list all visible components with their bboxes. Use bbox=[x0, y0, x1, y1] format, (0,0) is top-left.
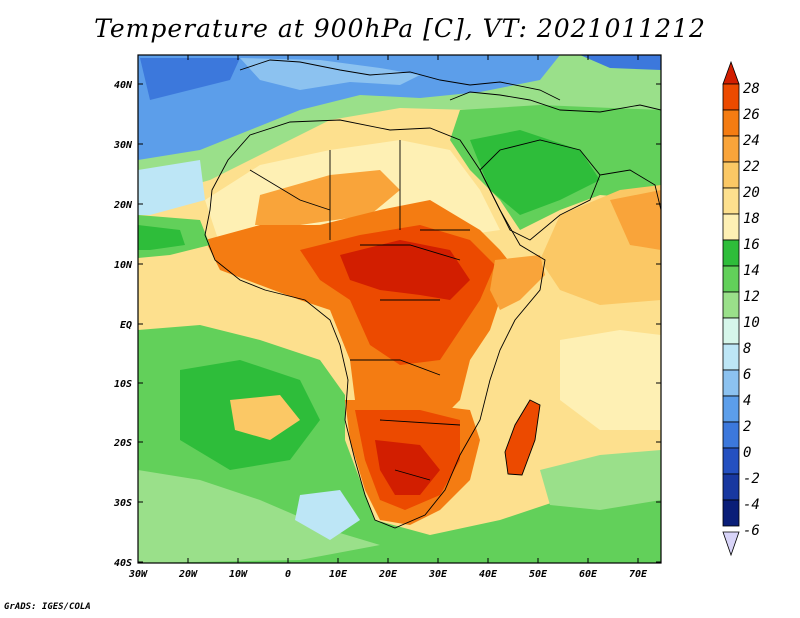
colorbar-label: 28 bbox=[743, 81, 760, 97]
colorbar-swatch bbox=[722, 135, 740, 163]
colorbar-swatch bbox=[722, 369, 740, 397]
colorbar-labels: 28 26 24 22 20 18 16 14 12 10 8 6 4 2 0 … bbox=[743, 81, 760, 539]
tick-marks bbox=[137, 55, 661, 563]
y-tick-label: 10N bbox=[114, 260, 133, 271]
y-tick-label: 30N bbox=[113, 140, 133, 151]
colorbar-swatch bbox=[722, 83, 740, 111]
x-tick-label: 40E bbox=[479, 569, 498, 580]
colorbar-swatch bbox=[722, 213, 740, 241]
x-tick-label: 50E bbox=[529, 569, 548, 580]
x-tick-label: 10E bbox=[329, 569, 348, 580]
y-tick-label: 20S bbox=[113, 438, 132, 449]
colorbar-swatch bbox=[722, 291, 740, 319]
colorbar-swatch bbox=[722, 499, 740, 527]
colorbar-label: 4 bbox=[743, 393, 751, 409]
colorbar-swatch bbox=[722, 161, 740, 189]
colorbar-label: 18 bbox=[743, 211, 760, 227]
colorbar-label: 8 bbox=[743, 341, 751, 357]
colorbar-swatch bbox=[722, 317, 740, 345]
colorbar-label: 14 bbox=[743, 263, 760, 279]
colorbar-label: -2 bbox=[743, 471, 760, 487]
x-tick-label: 30E bbox=[428, 569, 448, 580]
colorbar-swatch bbox=[722, 109, 740, 137]
y-axis-labels: 40N 30N 20N 10N EQ 10S 20S 30S 40S bbox=[113, 80, 133, 569]
colorbar-label: 0 bbox=[743, 445, 751, 461]
y-tick-label: 40S bbox=[114, 558, 132, 569]
colorbar-label: 20 bbox=[743, 185, 760, 201]
colorbar-swatch bbox=[722, 187, 740, 215]
map-title: Temperature at 900hPa [C], VT: 202101121… bbox=[94, 14, 706, 43]
colorbar-bottom-arrow bbox=[722, 531, 740, 557]
colorbar-swatch bbox=[722, 395, 740, 423]
colorbar-swatch bbox=[722, 265, 740, 293]
colorbar-swatch bbox=[722, 421, 740, 449]
y-tick-label: 30S bbox=[113, 498, 132, 509]
x-tick-label: 70E bbox=[629, 569, 648, 580]
y-tick-label: 10S bbox=[114, 379, 132, 390]
y-tick-label: 40N bbox=[114, 80, 133, 91]
colorbar: 28 26 24 22 20 18 16 14 12 10 8 6 4 2 0 … bbox=[722, 60, 760, 557]
colorbar-label: -6 bbox=[743, 523, 760, 539]
map-frame bbox=[137, 54, 662, 564]
x-tick-label: 10W bbox=[229, 569, 248, 580]
x-tick-label: 60E bbox=[579, 569, 598, 580]
colorbar-label: 24 bbox=[743, 133, 760, 149]
colorbar-top-arrow bbox=[722, 60, 740, 85]
grads-credit: GrADS: IGES/COLA bbox=[4, 602, 91, 612]
x-tick-label: 0 bbox=[285, 569, 291, 580]
colorbar-label: 16 bbox=[743, 237, 760, 253]
temperature-field bbox=[138, 55, 661, 563]
colorbar-swatch bbox=[722, 447, 740, 475]
x-tick-label: 20W bbox=[178, 569, 198, 580]
colorbar-label: 22 bbox=[743, 159, 760, 175]
colorbar-label: -4 bbox=[743, 497, 760, 513]
colorbar-label: 10 bbox=[743, 315, 760, 331]
x-tick-label: 20E bbox=[378, 569, 398, 580]
colorbar-label: 12 bbox=[743, 289, 760, 305]
colorbar-swatch bbox=[722, 343, 740, 371]
colorbar-label: 6 bbox=[743, 367, 751, 383]
colorbar-label: 26 bbox=[743, 107, 760, 123]
y-tick-label: 20N bbox=[113, 200, 133, 211]
x-axis-labels: 30W 20W 10W 0 10E 20E 30E 40E 50E 60E 70… bbox=[128, 569, 648, 580]
coastlines bbox=[204, 59, 661, 529]
colorbar-swatch bbox=[722, 473, 740, 501]
y-tick-label: EQ bbox=[120, 320, 132, 331]
colorbar-swatch bbox=[722, 239, 740, 267]
colorbar-label: 2 bbox=[743, 419, 751, 435]
x-tick-label: 30W bbox=[128, 569, 148, 580]
